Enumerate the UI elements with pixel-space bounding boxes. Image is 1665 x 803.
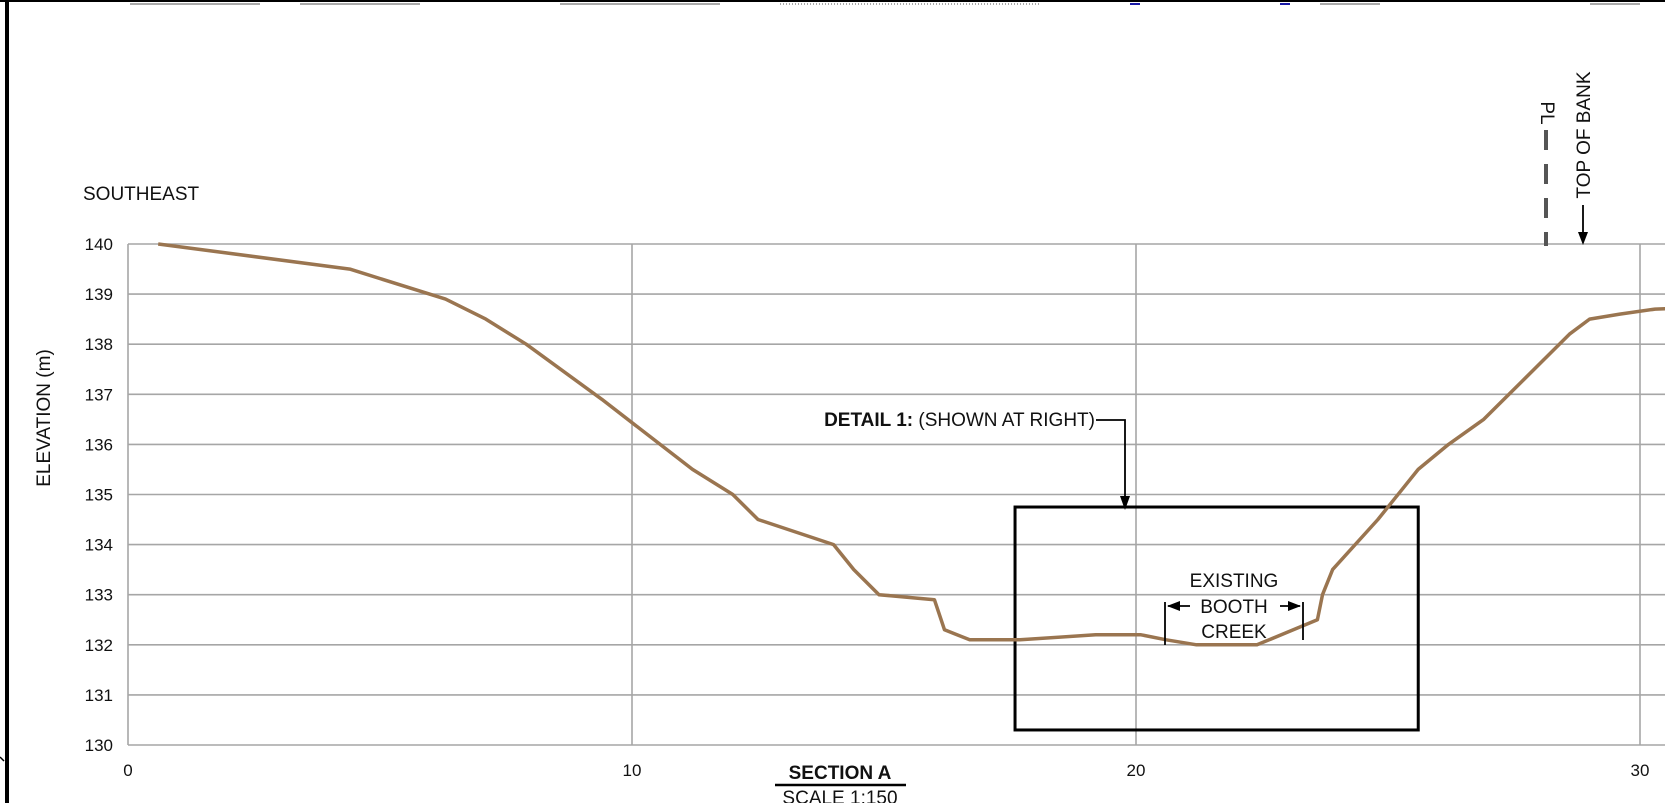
top-of-bank-label: TOP OF BANK bbox=[1574, 71, 1595, 198]
scale-label: SCALE 1:150 bbox=[782, 788, 897, 803]
y-tick-label: 140 bbox=[85, 235, 113, 254]
dim-arrow-left bbox=[1167, 601, 1180, 611]
detail-callout-bold: DETAIL 1: bbox=[824, 410, 913, 431]
x-tick-label: 10 bbox=[623, 761, 642, 780]
x-tick-label: 30 bbox=[1631, 761, 1650, 780]
horizontal-grid bbox=[128, 243, 1665, 746]
y-tick-label: 138 bbox=[85, 335, 113, 354]
y-tick-label: 139 bbox=[85, 285, 113, 304]
creek-label-line-2: BOOTH bbox=[1200, 597, 1268, 618]
edge-mark bbox=[0, 756, 5, 762]
ground-profile-line bbox=[157, 242, 1665, 647]
detail-callout-label: DETAIL 1: (SHOWN AT RIGHT) bbox=[824, 410, 1095, 431]
vertical-grid bbox=[127, 244, 1641, 745]
y-tick-label: 134 bbox=[85, 536, 113, 555]
x-tick-label: 0 bbox=[123, 761, 132, 780]
y-tick-label: 132 bbox=[85, 636, 113, 655]
y-tick-label: 137 bbox=[85, 385, 113, 404]
creek-label-line-3: CREEK bbox=[1201, 622, 1267, 643]
y-tick-label: 135 bbox=[85, 486, 113, 505]
dim-arrow-right bbox=[1288, 601, 1301, 611]
section-title: SECTION A bbox=[789, 763, 892, 784]
direction-label: SOUTHEAST bbox=[83, 184, 200, 205]
detail-callout-leader bbox=[1096, 419, 1126, 500]
y-tick-label: 130 bbox=[85, 736, 113, 755]
y-axis-title: ELEVATION (m) bbox=[34, 349, 55, 487]
y-tick-label: 133 bbox=[85, 586, 113, 605]
property-line-symbol: PL bbox=[1536, 101, 1557, 124]
top-of-bank-arrowhead bbox=[1578, 232, 1588, 245]
detail-callout-box bbox=[1013, 505, 1420, 732]
detail-callout-arrowhead bbox=[1120, 496, 1130, 510]
x-tick-label: 20 bbox=[1127, 761, 1146, 780]
y-tick-label: 136 bbox=[85, 435, 113, 454]
y-tick-label: 131 bbox=[85, 686, 113, 705]
creek-label-line-1: EXISTING bbox=[1190, 571, 1279, 592]
detail-callout-text: (SHOWN AT RIGHT) bbox=[913, 410, 1095, 431]
y-axis-tick-labels: 130 131 132 133 134 135 136 137 138 139 140 bbox=[85, 235, 113, 755]
x-axis-tick-labels: 0 10 20 30 bbox=[123, 761, 1649, 780]
